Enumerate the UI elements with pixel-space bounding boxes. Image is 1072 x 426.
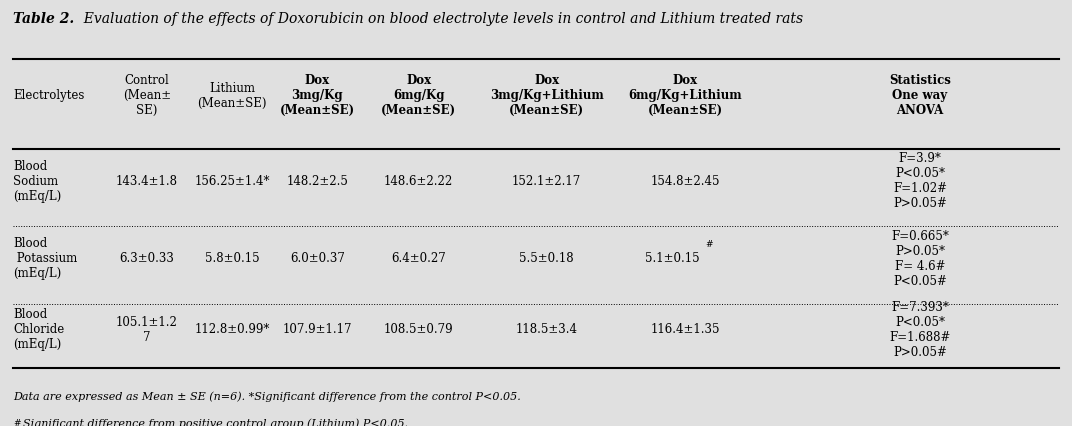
Text: Blood
Chloride
(mEq/L): Blood Chloride (mEq/L) — [14, 307, 64, 350]
Text: 6.3±0.33: 6.3±0.33 — [119, 251, 174, 265]
Text: Lithium
(Mean±SE): Lithium (Mean±SE) — [197, 81, 267, 109]
Text: 107.9±1.17: 107.9±1.17 — [283, 322, 352, 335]
Text: Dox
6mg/Kg+Lithium
(Mean±SE): Dox 6mg/Kg+Lithium (Mean±SE) — [628, 74, 742, 117]
Text: Electrolytes: Electrolytes — [14, 89, 85, 102]
Text: Evaluation of the effects of Doxorubicin on blood electrolyte levels in control : Evaluation of the effects of Doxorubicin… — [75, 12, 803, 26]
Text: 152.1±2.17: 152.1±2.17 — [512, 174, 581, 187]
Text: Data are expressed as Mean ± SE (n=6). *Significant difference from the control : Data are expressed as Mean ± SE (n=6). *… — [14, 390, 521, 401]
Text: 148.6±2.22: 148.6±2.22 — [384, 174, 453, 187]
Text: 112.8±0.99*: 112.8±0.99* — [194, 322, 270, 335]
Text: 108.5±0.79: 108.5±0.79 — [384, 322, 453, 335]
Text: Significant difference from positive control group (Lithium) P<0.05.: Significant difference from positive con… — [23, 418, 408, 426]
Text: 143.4±1.8: 143.4±1.8 — [116, 174, 178, 187]
Text: 6.4±0.27: 6.4±0.27 — [391, 251, 446, 265]
Text: Dox
6mg/Kg
(Mean±SE): Dox 6mg/Kg (Mean±SE) — [382, 74, 457, 117]
Text: 5.1±0.15: 5.1±0.15 — [645, 251, 700, 265]
Text: 116.4±1.35: 116.4±1.35 — [651, 322, 720, 335]
Text: Blood
Sodium
(mEq/L): Blood Sodium (mEq/L) — [14, 159, 62, 202]
Text: F=0.665*
P>0.05*
F= 4.6#
P<0.05#: F=0.665* P>0.05* F= 4.6# P<0.05# — [891, 229, 949, 287]
Text: F=7.393*
P<0.05*
F=1.688#
P>0.05#: F=7.393* P<0.05* F=1.688# P>0.05# — [890, 300, 951, 358]
Text: Control
(Mean±
SE): Control (Mean± SE) — [122, 74, 170, 117]
Text: 5.8±0.15: 5.8±0.15 — [205, 251, 259, 265]
Text: Statistics
One way
ANOVA: Statistics One way ANOVA — [889, 74, 951, 117]
Text: 156.25±1.4*: 156.25±1.4* — [194, 174, 270, 187]
Text: #: # — [14, 418, 21, 426]
Text: #: # — [705, 239, 713, 248]
Text: 105.1±1.2
7: 105.1±1.2 7 — [116, 315, 178, 343]
Text: Blood
 Potassium
(mEq/L): Blood Potassium (mEq/L) — [14, 236, 77, 279]
Text: Dox
3mg/Kg
(Mean±SE): Dox 3mg/Kg (Mean±SE) — [280, 74, 355, 117]
Text: 118.5±3.4: 118.5±3.4 — [516, 322, 578, 335]
Text: 6.0±0.37: 6.0±0.37 — [289, 251, 345, 265]
Text: 154.8±2.45: 154.8±2.45 — [651, 174, 720, 187]
Text: F=3.9*
P<0.05*
F=1.02#
P>0.05#: F=3.9* P<0.05* F=1.02# P>0.05# — [893, 152, 947, 210]
Text: Table 2.: Table 2. — [14, 12, 75, 26]
Text: 5.5±0.18: 5.5±0.18 — [519, 251, 574, 265]
Text: Dox
3mg/Kg+Lithium
(Mean±SE): Dox 3mg/Kg+Lithium (Mean±SE) — [490, 74, 604, 117]
Text: 148.2±2.5: 148.2±2.5 — [286, 174, 348, 187]
